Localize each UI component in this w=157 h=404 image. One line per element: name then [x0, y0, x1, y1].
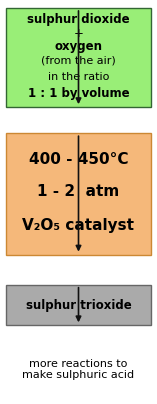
Text: V₂O₅ catalyst: V₂O₅ catalyst	[22, 218, 135, 233]
FancyBboxPatch shape	[6, 133, 151, 255]
FancyBboxPatch shape	[6, 285, 151, 325]
Text: 400 - 450°C: 400 - 450°C	[29, 152, 128, 168]
Text: more reactions to
make sulphuric acid: more reactions to make sulphuric acid	[22, 359, 135, 381]
Text: (from the air): (from the air)	[41, 55, 116, 65]
Text: oxygen: oxygen	[54, 40, 103, 53]
Text: 1 - 2  atm: 1 - 2 atm	[37, 184, 120, 199]
Text: in the ratio: in the ratio	[48, 72, 109, 82]
Text: sulphur trioxide: sulphur trioxide	[26, 299, 131, 311]
Text: sulphur dioxide: sulphur dioxide	[27, 13, 130, 26]
Text: 1 : 1 by volume: 1 : 1 by volume	[28, 87, 129, 100]
Text: +: +	[74, 27, 83, 40]
FancyBboxPatch shape	[6, 8, 151, 107]
